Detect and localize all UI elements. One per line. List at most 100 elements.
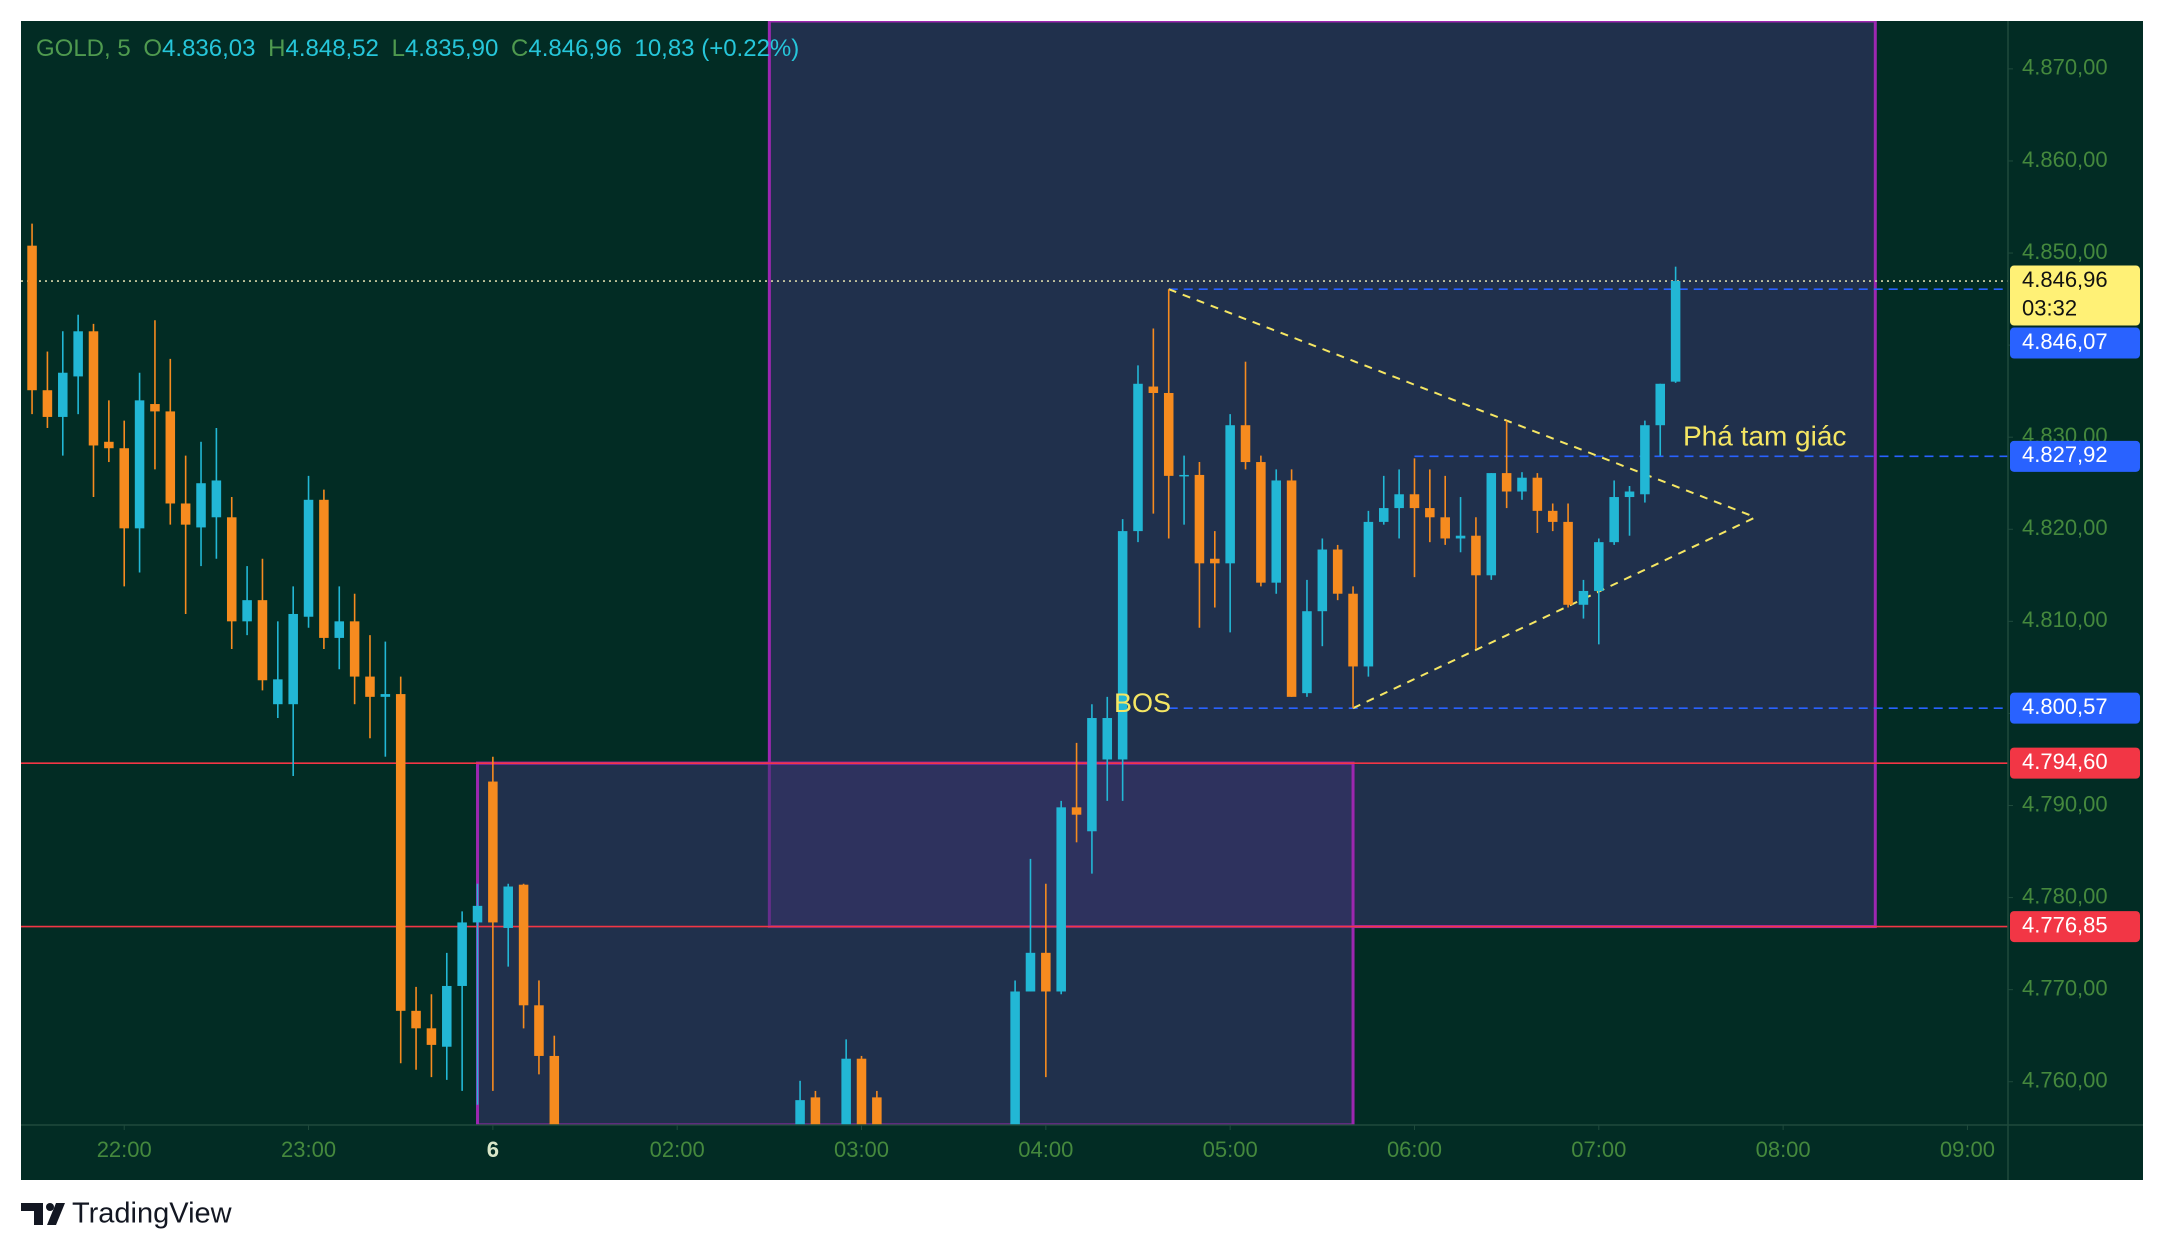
candle-body (349, 621, 360, 677)
bos-label: BOS (1114, 688, 1171, 718)
candle-body (1317, 549, 1328, 612)
price-countdown: 03:32 (2022, 295, 2077, 320)
candle-body (273, 679, 283, 705)
high-value: 4.848,52 (285, 35, 378, 62)
candle-body (1240, 425, 1251, 463)
candle-body (196, 483, 206, 528)
candle-body (1286, 480, 1297, 697)
candle-body (1394, 494, 1404, 509)
candle-body (1440, 517, 1450, 539)
candle-body (1071, 807, 1082, 815)
y-tick-label: 4.860,00 (2022, 147, 2108, 172)
price-badge-label: 4.800,57 (2022, 694, 2108, 719)
y-tick-label: 4.820,00 (2022, 515, 2108, 540)
candle-body (872, 1097, 882, 1125)
high-label: H (268, 35, 285, 62)
candle-body (411, 1010, 421, 1029)
candle-body (810, 1097, 821, 1125)
open-label: O (143, 35, 162, 62)
candle-body (1501, 473, 1512, 492)
brand-logo: TradingView (21, 1198, 233, 1230)
candle-body (1563, 521, 1573, 605)
candle-body (1148, 386, 1159, 393)
candle-body (549, 1055, 560, 1125)
plot-area (21, 21, 2008, 1125)
candle-body (58, 372, 68, 417)
candle-body (27, 245, 37, 391)
candle-body (42, 390, 53, 417)
x-tick-label: 02:00 (650, 1137, 705, 1162)
x-tick-label: 09:00 (1940, 1137, 1995, 1162)
candle-body (1655, 383, 1665, 426)
x-tick-label: 08:00 (1756, 1137, 1811, 1162)
candle-body (119, 448, 129, 529)
candle-body (426, 1028, 437, 1045)
candle-body (1640, 425, 1650, 495)
candle-body (180, 503, 191, 525)
candle-body (395, 694, 406, 1011)
candle-body (1179, 474, 1189, 477)
candle-body (1594, 542, 1604, 591)
candle-body (150, 404, 160, 412)
price-badge-label: 4.846,07 (2022, 329, 2108, 354)
candle-body (841, 1058, 851, 1125)
candle-body (1210, 558, 1220, 564)
low-value: 4.835,90 (405, 35, 498, 62)
candle-body (1378, 508, 1389, 522)
candle-body (319, 499, 329, 638)
candle-body (334, 621, 345, 638)
candle-body (1302, 611, 1312, 694)
candle-body (1041, 952, 1051, 992)
candle-body (1256, 462, 1266, 583)
y-tick-label: 4.870,00 (2022, 55, 2108, 80)
candle-body (1163, 392, 1174, 476)
candle-body (1532, 477, 1543, 511)
candle-body (1409, 494, 1420, 509)
candle-body (303, 499, 314, 617)
open-value: 4.836,03 (162, 35, 255, 62)
symbol: GOLD, 5 (36, 35, 131, 62)
brand-name: TradingView (72, 1198, 233, 1230)
ohlc-legend: GOLD, 5 O4.836,03 H4.848,52 L4.835,90 C4… (36, 35, 799, 62)
x-tick-label: 03:00 (834, 1137, 889, 1162)
candle-body (165, 411, 176, 504)
y-tick-label: 4.760,00 (2022, 1068, 2108, 1093)
candle-body (1087, 718, 1097, 832)
y-tick-label: 4.780,00 (2022, 883, 2108, 908)
candle-body (1578, 590, 1589, 605)
price-badge (2010, 440, 2140, 472)
candle-body (1348, 593, 1358, 667)
candle-body (1010, 991, 1020, 1125)
x-tick-label: 06:00 (1387, 1137, 1442, 1162)
candle-body (1133, 383, 1143, 532)
price-badge (2010, 747, 2140, 779)
zone (476, 761, 1355, 1125)
candle-body (380, 694, 391, 697)
candle-body (226, 517, 237, 622)
price-badge-label: 4.846,96 (2022, 267, 2108, 292)
candle-body (257, 600, 268, 681)
axes: 4.760,004.770,004.780,004.790,004.800,00… (97, 55, 2140, 1162)
candle-body (442, 985, 452, 1047)
candle-body (1425, 508, 1435, 518)
y-tick-label: 4.810,00 (2022, 607, 2108, 632)
candle-body (488, 781, 498, 923)
close-value: 4.846,96 (528, 35, 621, 62)
candle-body (1624, 491, 1635, 498)
candle-body (1117, 531, 1128, 760)
y-tick-label: 4.790,00 (2022, 791, 2108, 816)
price-badge (2010, 911, 2140, 943)
breakout-label: Phá tam giác (1683, 420, 1846, 451)
candle-body (1670, 281, 1681, 382)
candle-body (1225, 425, 1235, 564)
candle-body (1102, 718, 1113, 760)
candle-body (211, 480, 222, 518)
x-tick-label: 04:00 (1018, 1137, 1073, 1162)
candle-body (1609, 497, 1619, 543)
price-badge (2010, 692, 2140, 724)
logo-mark (47, 1203, 65, 1225)
candle-body (518, 884, 529, 1006)
candle-body (365, 676, 375, 697)
logo-mark (46, 1203, 54, 1211)
